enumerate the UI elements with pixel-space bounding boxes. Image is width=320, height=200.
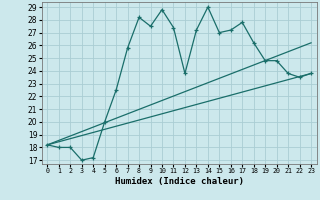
X-axis label: Humidex (Indice chaleur): Humidex (Indice chaleur): [115, 177, 244, 186]
